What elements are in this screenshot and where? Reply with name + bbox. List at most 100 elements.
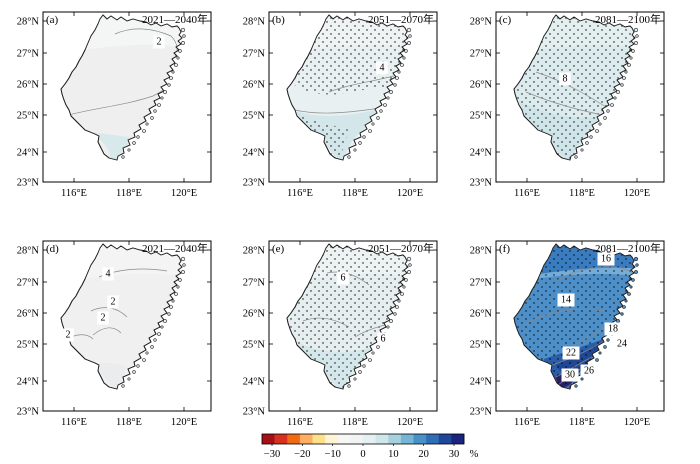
lat-label: 24°N [470, 377, 493, 388]
colorbar-segment [400, 434, 414, 444]
island [574, 155, 578, 159]
panel-label: (a) [46, 14, 59, 26]
contour-line [328, 73, 402, 93]
island [178, 49, 182, 53]
contour-label: 18 [604, 322, 622, 336]
island [127, 148, 131, 152]
contour-label: 2 [62, 328, 74, 342]
island [400, 63, 404, 67]
lat-label: 24°N [17, 148, 40, 159]
island [163, 319, 167, 323]
lon-label: 118°E [342, 188, 368, 199]
island [160, 96, 164, 100]
contour-label: 4 [376, 61, 388, 75]
island [362, 364, 366, 368]
island [178, 278, 182, 282]
island [402, 285, 406, 289]
map-panel: 16 14 18 24 22 26 30 (f) 2081—2100年 28°N 27°N 26°N 2… [470, 240, 665, 428]
lon-label: 120°E [624, 417, 650, 428]
colorbar-label: −20 [294, 449, 310, 460]
colorbar-segment [274, 434, 288, 444]
lon-label: 116°E [514, 188, 540, 199]
island [163, 90, 167, 94]
lat-label: 28°N [243, 17, 266, 28]
colorbar-label: 30 [449, 449, 460, 460]
svg-text:6: 6 [341, 273, 346, 284]
island [157, 332, 161, 336]
svg-text:2: 2 [111, 297, 116, 308]
island [174, 63, 178, 67]
island [182, 263, 186, 267]
contour-label: 2 [97, 311, 109, 325]
svg-text:4: 4 [106, 269, 111, 280]
lat-label: 23°N [243, 407, 266, 418]
island [622, 305, 626, 309]
island [353, 377, 357, 381]
island [624, 70, 628, 74]
province-border [60, 14, 183, 161]
lat-label: 24°N [17, 377, 40, 388]
island [393, 83, 397, 87]
island [157, 103, 161, 107]
panel-frame [268, 240, 438, 412]
island [389, 90, 393, 94]
island [389, 319, 393, 323]
colorbar-label: 0 [360, 449, 365, 460]
island [353, 148, 357, 152]
lat-label: 23°N [243, 178, 266, 189]
island [171, 70, 175, 74]
panel-frame [42, 11, 212, 183]
contour-line [114, 28, 178, 57]
panel-label: (b) [272, 14, 285, 26]
svg-text:24: 24 [617, 339, 627, 350]
colorbar-segment [388, 434, 402, 444]
island [633, 256, 639, 262]
island [182, 34, 186, 38]
stippling [514, 244, 635, 389]
province-border [286, 243, 409, 390]
lon-label: 120°E [397, 417, 423, 428]
lat-label: 26°N [243, 80, 266, 91]
island [606, 338, 610, 342]
island [368, 358, 372, 362]
island [393, 312, 397, 316]
lon-label: 116°E [61, 417, 87, 428]
island [142, 358, 146, 362]
lat-label: 23°N [17, 407, 40, 418]
island [620, 83, 624, 87]
contour-label: 22 [562, 346, 580, 360]
island [376, 116, 380, 120]
lat-label: 23°N [470, 407, 493, 418]
island [616, 90, 620, 94]
colorbar-segment [325, 434, 339, 444]
island [629, 285, 633, 289]
island [171, 299, 175, 303]
coastal-islands [347, 27, 412, 159]
lon-label: 118°E [116, 188, 142, 199]
island [181, 270, 185, 274]
island [368, 129, 372, 133]
island [174, 292, 178, 296]
island [180, 256, 186, 262]
lat-label: 24°N [243, 377, 266, 388]
svg-text:30: 30 [565, 370, 575, 381]
island [585, 141, 589, 145]
lat-label: 27°N [17, 278, 40, 289]
island [603, 116, 607, 120]
contour-label: 30 [561, 368, 579, 382]
island [397, 299, 401, 303]
island [379, 109, 383, 113]
lat-label: 27°N [470, 278, 493, 289]
island [580, 377, 584, 381]
island [610, 103, 614, 107]
lat-label: 25°N [470, 111, 493, 122]
colorbar-unit: % [470, 449, 479, 460]
colorbar-segment [438, 434, 452, 444]
panels-layer: 2 (a) 2021—2040年 28°N 27°N 26°N 25°N 24°N 23°N 11… [17, 11, 665, 428]
lat-label: 23°N [470, 178, 493, 189]
island [574, 384, 578, 388]
island [634, 41, 638, 45]
lat-label: 25°N [243, 340, 266, 351]
island [132, 370, 136, 374]
